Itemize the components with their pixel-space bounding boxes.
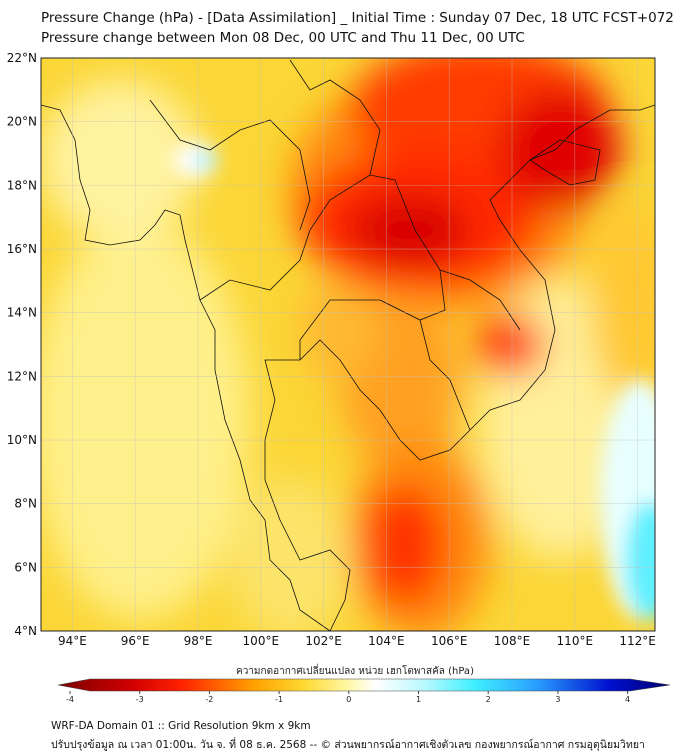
colorbar-tick-label: 2 — [486, 695, 491, 704]
lat-label: 12°N — [7, 369, 37, 383]
chart-subtitle: Pressure change between Mon 08 Dec, 00 U… — [41, 30, 525, 46]
colorbar-tick-label: -3 — [136, 695, 144, 704]
colorbar-tick-label: 4 — [625, 695, 630, 704]
colorbar-tick-label: 3 — [555, 695, 560, 704]
lon-label: 100°E — [243, 634, 280, 648]
update-credit: ปรับปรุงข้อมูล ณ เวลา 01:00น. วัน จ. ที่… — [51, 739, 645, 751]
lat-label: 4°N — [14, 624, 37, 638]
colorbar-tick-label: 1 — [416, 695, 421, 704]
colorbar-tick-label: -2 — [205, 695, 213, 704]
chart-title: Pressure Change (hPa) - [Data Assimilati… — [41, 10, 674, 26]
lon-label: 102°E — [305, 634, 342, 648]
colorbar: -4 -3 -2 -1 0 1 2 3 4 — [57, 678, 671, 704]
pressure-change-map: 22°N 20°N 18°N 16°N 14°N 12°N 10°N 8°N 6°N 4°N 94°… — [7, 51, 671, 704]
lat-label: 6°N — [14, 560, 37, 574]
lon-label: 108°E — [494, 634, 531, 648]
lat-label: 20°N — [7, 115, 37, 129]
lon-label: 104°E — [368, 634, 405, 648]
lon-label: 110°E — [557, 634, 594, 648]
colorbar-tick-label: 0 — [346, 695, 351, 704]
lat-label: 16°N — [7, 242, 37, 256]
lat-label: 8°N — [14, 497, 37, 511]
coastline-borders — [41, 59, 655, 631]
map-frame — [40, 57, 656, 632]
colorbar-tick-label: -4 — [66, 695, 74, 704]
lat-label: 10°N — [7, 433, 37, 447]
colorbar-tick-label: -1 — [275, 695, 283, 704]
model-info: WRF-DA Domain 01 :: Grid Resolution 9km … — [51, 720, 311, 732]
lat-label: 18°N — [7, 178, 37, 192]
lat-label: 22°N — [7, 51, 37, 65]
lon-label: 98°E — [184, 634, 213, 648]
lon-label: 112°E — [619, 634, 656, 648]
colorbar-title: ความกดอากาศเปลี่ยนแปลง หน่วย เฮกโตพาสคัล… — [236, 666, 474, 677]
lon-label: 96°E — [121, 634, 150, 648]
lon-label: 94°E — [58, 634, 87, 648]
lat-label: 14°N — [7, 306, 37, 320]
field-shading — [41, 58, 655, 631]
lon-label: 106°E — [431, 634, 468, 648]
